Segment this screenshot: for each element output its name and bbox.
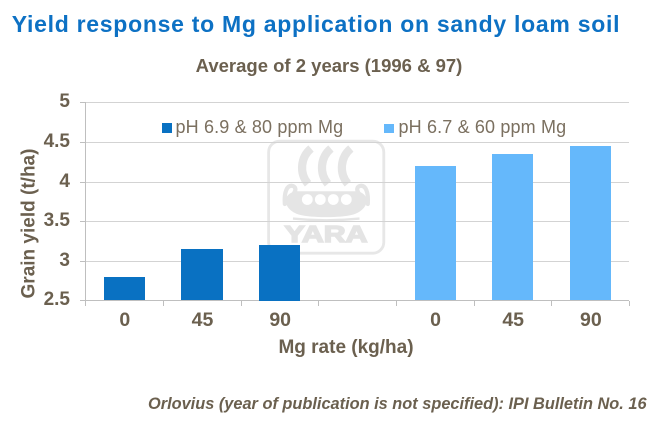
svg-text:YARA: YARA — [285, 221, 368, 247]
